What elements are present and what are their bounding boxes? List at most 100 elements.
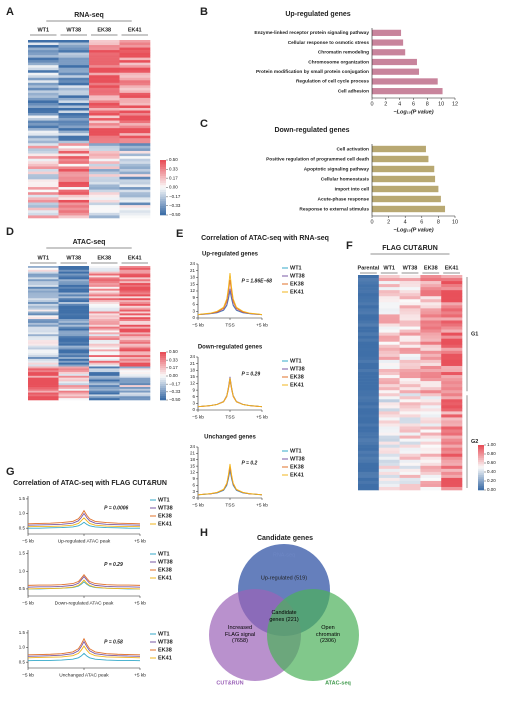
heatmap-cell <box>58 75 90 79</box>
chart-title: Down-regulated genes <box>274 127 349 134</box>
heatmap-cell <box>378 381 400 385</box>
y-tick-label: 1.0 <box>19 568 26 573</box>
heatmap-cell <box>119 390 151 393</box>
heatmap-cell <box>58 179 90 183</box>
heatmap-cell <box>441 426 463 430</box>
heatmap-cell <box>441 483 463 488</box>
y-tick-label: 15 <box>190 281 196 286</box>
heatmap-cell <box>58 381 90 384</box>
heatmap-cell <box>378 353 400 358</box>
heatmap-cell <box>58 202 90 206</box>
heatmap-cell <box>441 480 463 485</box>
heatmap-cell <box>28 52 59 56</box>
heatmap-cell <box>28 87 59 91</box>
category-label: Cellular response to osmotic stress <box>288 40 370 46</box>
heatmap-cell <box>119 394 151 397</box>
heatmap-cell <box>58 194 90 198</box>
heatmap-cell <box>58 349 90 352</box>
heatmap-cell <box>89 357 120 360</box>
heatmap-cell <box>399 387 421 391</box>
colorbar-step <box>478 456 484 459</box>
heatmap-cell <box>420 375 442 379</box>
colorbar-step <box>478 452 484 455</box>
heatmap-cell <box>28 92 59 96</box>
heatmap-cell <box>119 130 151 134</box>
heatmap-cell <box>399 350 421 355</box>
heatmap-cell <box>441 411 463 415</box>
heatmap-cell <box>89 379 120 382</box>
heatmap-cell <box>89 343 120 346</box>
heatmap-cell <box>399 480 421 485</box>
heatmap-cell <box>89 386 120 390</box>
heatmap-cell <box>89 189 120 193</box>
heatmap-cell <box>58 343 90 346</box>
colorbar-step <box>160 210 166 214</box>
series-line <box>197 463 263 496</box>
colorbar-step <box>160 368 166 371</box>
heatmap-cell <box>358 462 380 467</box>
heatmap-cell <box>28 90 59 94</box>
heatmap-cell <box>399 444 421 448</box>
heatmap-cell <box>119 42 151 46</box>
heatmap-cell <box>420 429 442 433</box>
heatmap-cell <box>89 192 120 196</box>
heatmap-cell <box>358 372 380 376</box>
heatmap-cell <box>358 447 380 451</box>
heatmap-cell <box>119 181 151 185</box>
x-tick-label: 2 <box>384 101 387 107</box>
heatmap-cell <box>58 358 90 362</box>
heatmap-cell <box>441 323 463 327</box>
heatmap-cell <box>58 153 90 157</box>
venn-text: Candidate genes (221) <box>269 610 299 623</box>
heatmap-cell <box>378 465 400 470</box>
bar <box>372 78 438 85</box>
heatmap-cell <box>28 215 59 219</box>
heatmap-cell <box>28 184 59 188</box>
series-line <box>27 509 141 525</box>
heatmap-cell <box>58 398 90 401</box>
heatmap-cell <box>399 390 421 394</box>
heatmap-cell <box>58 284 90 288</box>
annotation: P = 0.58 <box>104 639 123 645</box>
heatmap-cell <box>89 166 120 170</box>
heatmap-cell <box>399 326 421 330</box>
bar <box>372 145 426 153</box>
heatmap-cell <box>420 438 442 442</box>
heatmap-cell <box>420 335 442 339</box>
heatmap-cell <box>28 294 59 297</box>
heatmap-cell <box>420 483 442 488</box>
heatmap-cell <box>358 402 380 406</box>
heatmap-cell <box>119 355 151 358</box>
heatmap-cell <box>89 90 120 94</box>
heatmap-cell <box>58 347 90 350</box>
heatmap-cell <box>441 317 463 321</box>
heatmap-cell <box>119 176 151 180</box>
heatmap-cell <box>119 197 151 201</box>
heatmap-cell <box>58 128 90 131</box>
heatmap-cell <box>89 313 120 316</box>
heatmap-cell <box>28 161 59 165</box>
y-tick-label: 18 <box>190 275 196 280</box>
x-tick-label: TSS <box>225 322 234 328</box>
heatmap-cell <box>378 450 400 455</box>
colorbar-step <box>478 463 484 466</box>
heatmap-cell <box>119 294 151 297</box>
heatmap-cell <box>89 330 120 333</box>
colorbar-step <box>160 169 166 172</box>
heatmap-cell <box>28 372 59 375</box>
heatmap-cell <box>420 296 442 300</box>
heatmap-cell <box>399 384 421 388</box>
colorbar-step <box>478 454 484 457</box>
heatmap-cell <box>358 287 380 291</box>
colorbar-step <box>160 362 166 365</box>
x-tick-label: TSS <box>225 414 234 420</box>
heatmap-cell <box>399 459 421 464</box>
y-tick-label: 21 <box>190 451 196 456</box>
heatmap-cell <box>58 324 90 327</box>
venn-text: Increased FLAG signal (7658) <box>224 625 256 645</box>
venn-label: CUT&RUN <box>216 680 243 686</box>
heatmap-cell <box>89 205 120 208</box>
heatmap-cell <box>89 47 120 51</box>
colorbar-step <box>478 486 484 489</box>
heatmap-cell <box>58 130 90 134</box>
